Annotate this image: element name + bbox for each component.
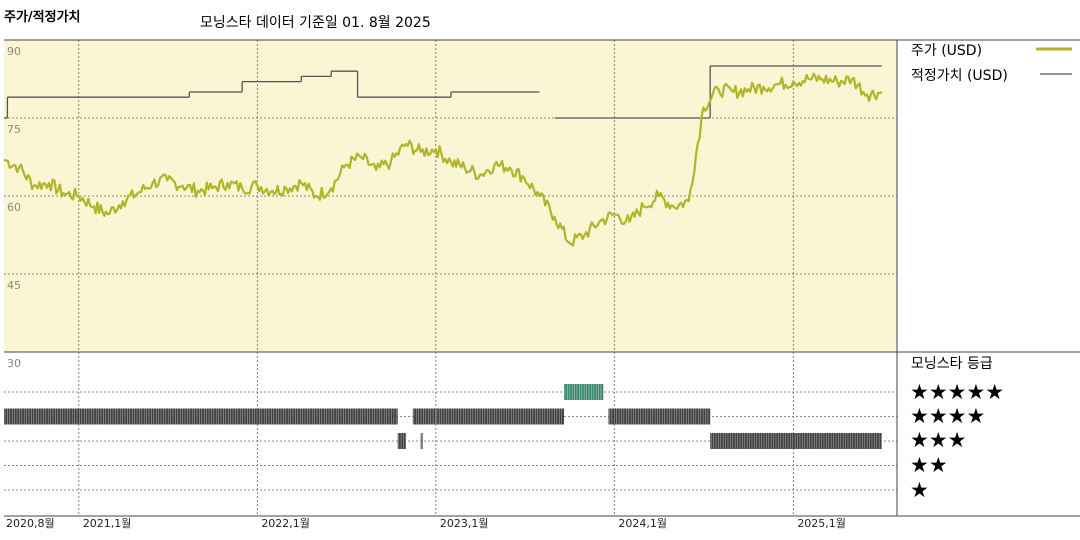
- chart-title: 주가/적정가치: [4, 9, 81, 25]
- rating-bar-3-stars: [710, 433, 882, 449]
- legend-stars-2: ★★: [910, 453, 948, 477]
- rating-bar-3-stars: [397, 433, 406, 449]
- legend-stars-5: ★★★★★: [910, 380, 1004, 404]
- legend-stars-4: ★★★★: [910, 404, 985, 428]
- x-tick-label: 2021,1월: [83, 517, 132, 530]
- x-tick-label: 2022,1월: [261, 517, 310, 530]
- legend-fair-label: 적정가치 (USD): [911, 68, 1008, 84]
- x-tick-label: 2020,8월: [6, 517, 55, 530]
- y-tick-label: 30: [7, 357, 21, 370]
- fair-value-series: [4, 65, 882, 119]
- y-tick-label: 45: [7, 279, 21, 292]
- y-tick-label: 90: [7, 45, 21, 58]
- legend-rating-title: 모닝스타 등급: [911, 356, 993, 372]
- legend-price-label: 주가 (USD): [911, 43, 982, 59]
- y-tick-label: 75: [7, 123, 21, 136]
- legend-stars-3: ★★★: [910, 428, 966, 452]
- x-tick-label: 2025,1월: [797, 517, 846, 530]
- x-tick-label: 2024,1월: [618, 517, 667, 530]
- x-axis-ticks: 2020,8월 2021,1월 2022,1월 2023,1월 2024,1월 2025,…: [6, 517, 846, 530]
- y-tick-label: 60: [7, 201, 21, 214]
- rating-bar-4-stars: [608, 408, 711, 425]
- chart-subtitle: 모닝스타 데이터 기준일 01. 8월 2025: [200, 15, 431, 31]
- x-tick-label: 2023,1월: [440, 517, 489, 530]
- rating-bar-4-stars: [4, 408, 398, 425]
- legend-stars-1: ★: [910, 478, 929, 502]
- y-axis-ticks: 90 75 60 45 30: [7, 45, 21, 370]
- price-series-line: [3, 72, 883, 247]
- rating-bars: [4, 384, 882, 449]
